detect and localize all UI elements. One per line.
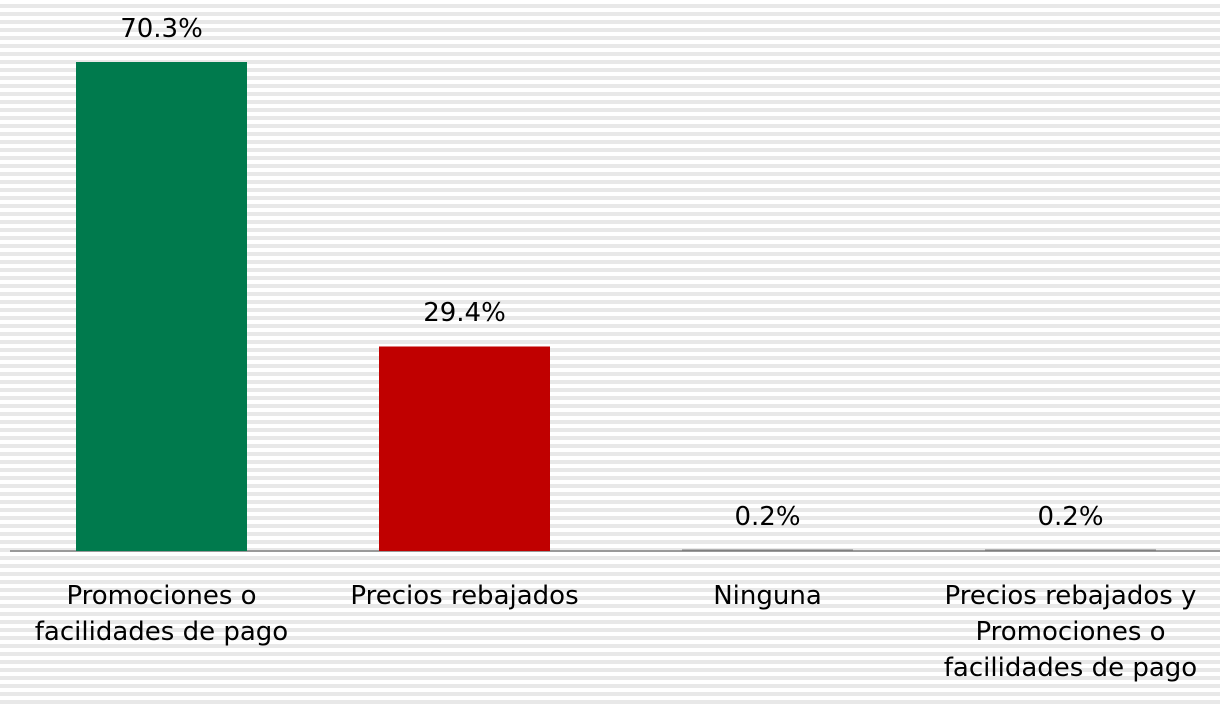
value-label: 0.2% bbox=[734, 501, 801, 532]
bar bbox=[379, 346, 550, 551]
x-tick-label: Ninguna bbox=[713, 581, 822, 611]
x-tick-label: Precios rebajados y Promociones o facili… bbox=[943, 581, 1198, 683]
value-label: 29.4% bbox=[423, 298, 506, 329]
bar bbox=[985, 549, 1156, 551]
bar bbox=[682, 549, 853, 551]
value-label: 0.2% bbox=[1037, 501, 1104, 532]
x-tick-label: Promociones o facilidades de pago bbox=[34, 581, 289, 647]
bar bbox=[76, 62, 247, 551]
x-tick-label: Precios rebajados bbox=[350, 581, 579, 611]
value-label: 70.3% bbox=[120, 14, 203, 44]
